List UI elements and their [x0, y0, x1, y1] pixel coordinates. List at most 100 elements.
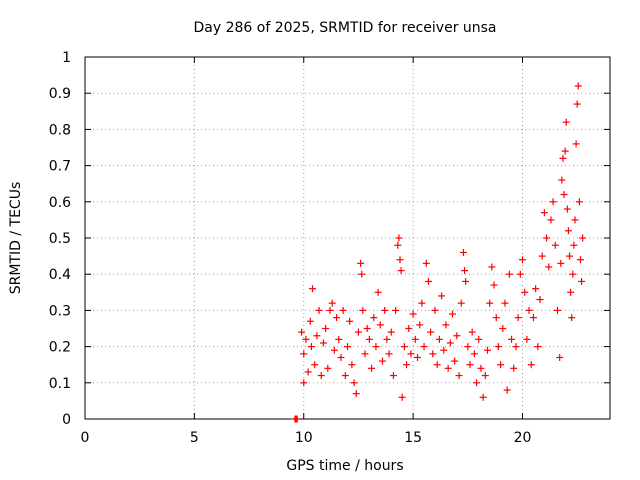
data-point [457, 299, 465, 307]
data-point [309, 285, 316, 293]
data-point [420, 343, 428, 351]
data-point [376, 321, 384, 329]
data-point [484, 346, 491, 354]
data-point [481, 372, 489, 380]
data-point [368, 364, 376, 372]
data-point [435, 335, 443, 343]
data-point [536, 296, 544, 304]
y-tick-label: 1 [62, 50, 71, 66]
data-point [534, 343, 542, 351]
data-point [568, 314, 576, 322]
data-point [357, 259, 365, 267]
data-point [571, 216, 579, 224]
data-point [475, 335, 483, 343]
data-point [363, 325, 371, 332]
data-point [462, 277, 470, 285]
data-point [499, 325, 507, 332]
data-point [492, 314, 500, 322]
data-point [574, 82, 582, 90]
data-point [449, 310, 456, 318]
data-point [494, 343, 502, 351]
data-point [427, 328, 435, 336]
data-point [311, 361, 319, 369]
data-point [431, 306, 439, 314]
x-axis-label: GPS time / hours [286, 458, 403, 474]
data-point [387, 328, 395, 336]
data-point [381, 306, 389, 314]
data-point [403, 361, 411, 369]
data-point [561, 147, 569, 155]
data-point [337, 353, 345, 361]
data-point [564, 227, 572, 235]
data-point [307, 343, 315, 351]
data-point [333, 314, 341, 322]
data-point [466, 361, 474, 369]
chart-title: Day 286 of 2025, SRMTID for receiver uns… [193, 20, 496, 36]
x-tick-label: 15 [404, 430, 422, 446]
data-point [575, 198, 583, 206]
data-point [563, 205, 571, 213]
data-point [372, 343, 380, 351]
y-tick-label: 0.7 [49, 159, 71, 175]
data-point [486, 299, 494, 307]
data-point [512, 343, 520, 351]
data-point [578, 277, 586, 285]
data-point [442, 321, 450, 329]
data-point [298, 328, 306, 336]
y-tick-label: 0.4 [49, 267, 71, 283]
data-point [300, 350, 308, 358]
data-point [508, 335, 516, 343]
data-point [470, 350, 478, 358]
data-point [433, 361, 441, 369]
data-point [503, 386, 511, 394]
data-point [339, 306, 347, 314]
data-point [451, 357, 459, 365]
data-point [468, 328, 476, 336]
data-point [418, 299, 426, 307]
y-tick-label: 0.8 [49, 122, 71, 138]
y-tick-label: 0.1 [49, 376, 71, 392]
data-point [302, 335, 310, 343]
data-point [556, 353, 564, 361]
y-tick-label: 0.6 [49, 195, 71, 211]
data-point [545, 263, 553, 271]
data-point [540, 209, 548, 217]
data-point [407, 350, 415, 358]
data-point [464, 343, 472, 351]
data-point [383, 335, 391, 343]
data-point [532, 285, 540, 293]
data-point [396, 256, 404, 264]
data-point [473, 379, 481, 387]
data-point [414, 353, 421, 361]
data-point [558, 176, 566, 184]
data-point [341, 372, 349, 380]
y-tick-label: 0.5 [49, 231, 71, 247]
data-point [497, 361, 505, 369]
data-point [529, 314, 537, 322]
y-axis-label: SRMTID / TECUs [8, 182, 24, 295]
data-point [525, 306, 533, 314]
data-point [350, 379, 358, 387]
data-point [326, 306, 334, 314]
data-point [505, 270, 513, 278]
data-point [566, 252, 574, 260]
data-point [444, 364, 452, 372]
data-point [405, 325, 413, 332]
y-tick-label: 0.3 [49, 303, 71, 319]
data-point [523, 335, 531, 343]
data-point [359, 306, 367, 314]
data-point [328, 299, 336, 307]
data-point [516, 270, 524, 278]
data-point [521, 288, 529, 296]
data-point [385, 350, 393, 358]
data-point [319, 339, 327, 347]
data-point [547, 216, 555, 224]
data-point [479, 393, 487, 401]
data-point [344, 343, 351, 351]
data-point [315, 306, 323, 314]
data-point [374, 288, 382, 296]
data-point [400, 343, 408, 351]
data-point [572, 140, 580, 148]
data-point [543, 234, 551, 242]
